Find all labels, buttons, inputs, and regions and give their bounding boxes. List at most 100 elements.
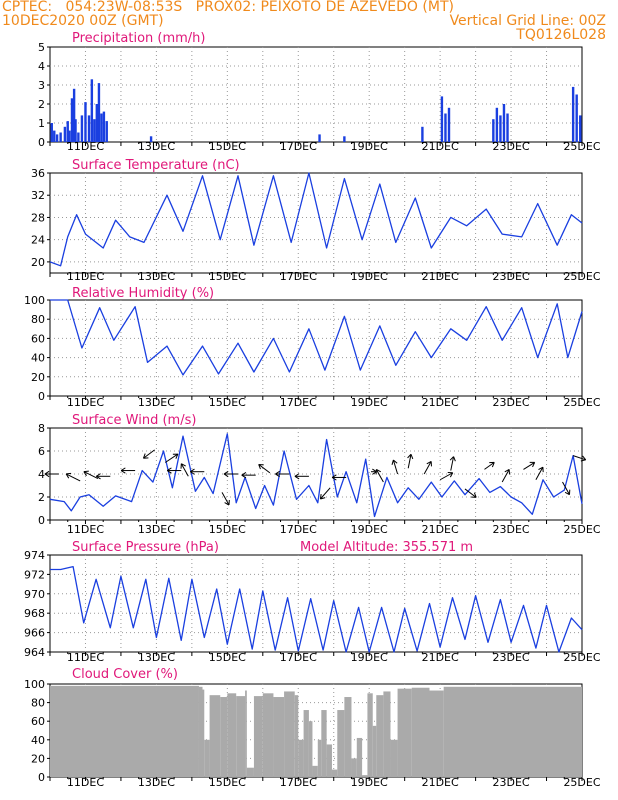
panel-frame-1 bbox=[49, 172, 583, 274]
panel-title: Surface Pressure (hPa) bbox=[72, 540, 219, 555]
x-tick-label: 17DEC bbox=[280, 396, 317, 409]
y-tick-label: 80 bbox=[31, 697, 45, 710]
precip-bar bbox=[343, 136, 346, 142]
x-tick-label: 21DEC bbox=[422, 270, 459, 283]
wind-vector bbox=[375, 469, 384, 483]
y-tick-label: 100 bbox=[24, 678, 45, 691]
wind-arrowhead bbox=[223, 470, 229, 478]
x-tick-label: 25DEC bbox=[563, 776, 600, 789]
precip-bar bbox=[149, 136, 153, 142]
precip-bar bbox=[447, 107, 451, 142]
x-tick-label: 13DEC bbox=[138, 651, 175, 664]
x-tick-label: 19DEC bbox=[351, 523, 388, 536]
precip-bar bbox=[100, 113, 103, 142]
x-tick-label: 19DEC bbox=[351, 396, 388, 409]
y-tick-label: 36 bbox=[31, 167, 45, 180]
x-tick-label: 21DEC bbox=[422, 651, 459, 664]
wind-vector bbox=[501, 469, 510, 483]
y-tick-label: 0 bbox=[38, 390, 45, 403]
cloud-bar bbox=[198, 686, 203, 777]
cloud-bar bbox=[376, 695, 384, 777]
x-tick-label: 15DEC bbox=[209, 140, 246, 153]
cloud-bar bbox=[351, 758, 357, 777]
cloud-bar bbox=[317, 739, 322, 777]
precip-bar bbox=[63, 126, 67, 142]
precip-bar bbox=[70, 98, 74, 142]
cloud-bar bbox=[50, 685, 199, 777]
panel-title: Surface Wind (m/s) bbox=[72, 413, 196, 428]
wind-vector bbox=[392, 459, 399, 475]
precip-bar bbox=[421, 126, 424, 142]
panel-title: Cloud Cover (%) bbox=[72, 667, 178, 682]
x-tick-label: 21DEC bbox=[422, 523, 459, 536]
wind-arrowhead bbox=[224, 499, 230, 506]
wind-arrowhead bbox=[258, 463, 264, 470]
x-tick-label: 19DEC bbox=[351, 270, 388, 283]
y-tick-label: 80 bbox=[31, 313, 45, 326]
precip-bar bbox=[499, 115, 502, 142]
cloud-bar bbox=[429, 690, 444, 777]
cloud-bar bbox=[337, 710, 345, 777]
cloud-bar bbox=[236, 696, 246, 777]
y-tick-label: 964 bbox=[24, 646, 45, 659]
y-tick-label: 24 bbox=[31, 234, 45, 247]
x-tick-label: 25DEC bbox=[563, 651, 600, 664]
precip-bar bbox=[90, 79, 94, 142]
x-tick-label: 15DEC bbox=[209, 776, 246, 789]
x-tick-label: 25DEC bbox=[563, 270, 600, 283]
precip-bar bbox=[50, 123, 53, 142]
cloud-bar bbox=[298, 739, 304, 777]
wind-vector bbox=[523, 461, 535, 470]
x-tick-label: 19DEC bbox=[351, 651, 388, 664]
wind-vector bbox=[484, 461, 495, 470]
x-tick-label: 11DEC bbox=[67, 140, 104, 153]
y-tick-label: 5 bbox=[38, 41, 45, 54]
wind-arrowhead bbox=[529, 461, 536, 468]
x-tick-label: 15DEC bbox=[209, 651, 246, 664]
series-line bbox=[50, 565, 583, 653]
precip-bar bbox=[68, 130, 71, 142]
cloud-bar bbox=[273, 697, 285, 777]
panel-frame-4 bbox=[49, 554, 583, 653]
y-tick-label: 4 bbox=[38, 60, 45, 73]
y-tick-label: 968 bbox=[24, 607, 45, 620]
wind-arrowhead bbox=[375, 469, 382, 475]
precip-bar bbox=[53, 130, 56, 142]
cloud-bar bbox=[372, 725, 377, 777]
cloud-bar bbox=[308, 721, 313, 777]
wind-arrowhead bbox=[241, 472, 247, 479]
wind-vector bbox=[464, 488, 477, 498]
y-tick-label: 0 bbox=[38, 514, 45, 527]
cloud-bar bbox=[344, 697, 352, 777]
cloud-bar bbox=[303, 710, 309, 777]
wind-arrowhead bbox=[489, 461, 495, 468]
wind-vector bbox=[450, 456, 455, 471]
x-tick-label: 23DEC bbox=[493, 270, 530, 283]
wind-arrowhead bbox=[564, 489, 571, 496]
wind-vector bbox=[407, 454, 412, 469]
x-tick-label: 15DEC bbox=[209, 523, 246, 536]
x-tick-label: 25DEC bbox=[563, 396, 600, 409]
y-tick-label: 20 bbox=[31, 752, 45, 765]
header-station: CPTEC: 054:23W-08:53S PROX02: PEIXOTO DE… bbox=[2, 0, 454, 15]
wind-arrowhead bbox=[580, 455, 587, 462]
y-tick-label: 966 bbox=[24, 627, 45, 640]
cloud-bar bbox=[443, 686, 582, 777]
panel-title: Surface Temperature (nC) bbox=[72, 158, 240, 173]
x-tick-label: 23DEC bbox=[493, 140, 530, 153]
wind-vector bbox=[562, 481, 570, 495]
cloud-bar bbox=[331, 769, 338, 777]
wind-arrowhead bbox=[294, 473, 300, 480]
wind-arrowhead bbox=[142, 453, 149, 459]
cloud-bar bbox=[356, 737, 363, 777]
y-tick-label: 20 bbox=[31, 256, 45, 269]
precip-bar bbox=[55, 134, 59, 142]
x-tick-label: 17DEC bbox=[280, 651, 317, 664]
x-tick-label: 21DEC bbox=[422, 776, 459, 789]
x-tick-label: 23DEC bbox=[493, 396, 530, 409]
x-tick-label: 13DEC bbox=[138, 776, 175, 789]
panel-title: Relative Humidity (%) bbox=[72, 286, 214, 301]
wind-arrowhead bbox=[44, 470, 50, 478]
precip-bar bbox=[571, 86, 575, 142]
y-tick-label: 6 bbox=[38, 445, 45, 458]
